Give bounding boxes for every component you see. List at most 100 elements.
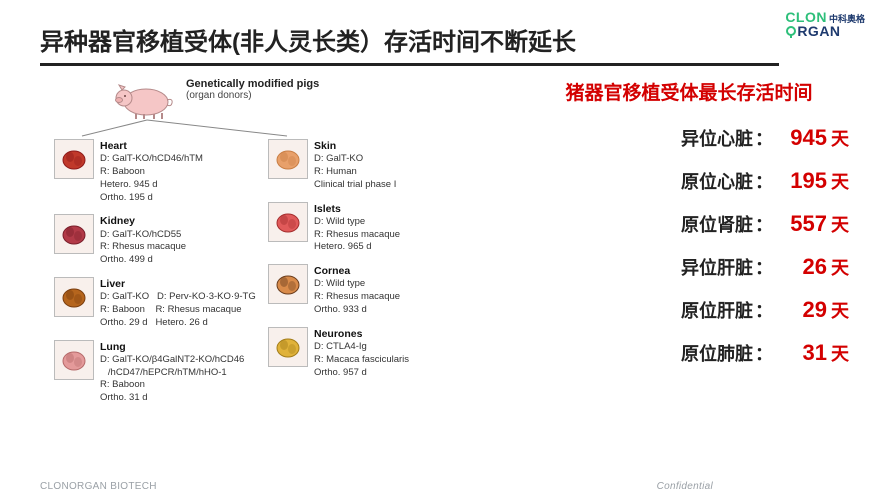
stat-label: 原位肺脏 xyxy=(681,340,753,366)
organ-detail-line: Ortho. 29 d Hetero. 26 d xyxy=(100,317,256,330)
stat-label: 原位肝脏 xyxy=(681,297,753,323)
stat-unit: 天 xyxy=(831,168,849,194)
organ-detail-line: Ortho. 195 d xyxy=(100,192,203,205)
islets-icon xyxy=(268,202,308,242)
organ-detail-line: D: CTLA4-Ig xyxy=(314,341,409,354)
stat-label: 原位心脏 xyxy=(681,168,753,194)
stat-row: 原位肝脏：29天 xyxy=(529,297,849,323)
survival-stats-panel: 猪器官移植受体最长存活时间 异位心脏：945天原位心脏：195天原位肾脏：557… xyxy=(529,78,849,383)
logo-line2: RGAN xyxy=(797,23,840,39)
organ-meta: KidneyD: GalT-KO/hCD55R: Rhesus macaqueO… xyxy=(100,214,186,267)
organ-detail-line: R: Rhesus macaque xyxy=(314,291,400,304)
organ-name: Liver xyxy=(100,277,256,291)
organ-name: Islets xyxy=(314,202,400,216)
stats-title: 猪器官移植受体最长存活时间 xyxy=(529,78,849,105)
pig-caption-sub: (organ donors) xyxy=(186,90,319,101)
organ-cornea: CorneaD: Wild typeR: Rhesus macaqueOrtho… xyxy=(268,261,464,320)
stats-list: 异位心脏：945天原位心脏：195天原位肾脏：557天异位肝脏：26天原位肝脏：… xyxy=(529,125,849,366)
cornea-icon xyxy=(268,264,308,304)
organ-name: Lung xyxy=(100,340,244,354)
footer-company: CLONORGAN BIOTECH xyxy=(40,481,157,492)
organ-detail-line: R: Macaca fascicularis xyxy=(314,354,409,367)
organ-detail-line: R: Baboon xyxy=(100,379,244,392)
stat-unit: 天 xyxy=(831,125,849,151)
skin-icon xyxy=(268,139,308,179)
organ-detail-line: /hCD47/hEPCR/hTM/hHO-1 xyxy=(100,367,244,380)
organ-detail-line: D: GalT-KO D: Perv-KO·3-KO·9-TG xyxy=(100,291,256,304)
organ-name: Skin xyxy=(314,139,396,153)
organ-heart: HeartD: GalT-KO/hCD46/hTMR: BaboonHetero… xyxy=(54,136,250,207)
organ-detail-line: R: Baboon xyxy=(100,166,203,179)
organ-neurones: NeuronesD: CTLA4-IgR: Macaca fasciculari… xyxy=(268,324,464,383)
stat-value: 557 xyxy=(775,211,827,237)
page-title: 异种器官移植受体(非人灵长类）存活时间不断延长 xyxy=(40,22,779,66)
organ-detail-line: D: GalT-KO/hCD55 xyxy=(100,229,186,242)
liver-icon xyxy=(54,277,94,317)
stat-label: 原位肾脏 xyxy=(681,211,753,237)
stat-value: 195 xyxy=(775,168,827,194)
stat-label: 异位肝脏 xyxy=(681,254,753,280)
organ-detail-line: Ortho. 31 d xyxy=(100,392,244,405)
organ-name: Neurones xyxy=(314,327,409,341)
organ-detail-line: D: Wild type xyxy=(314,278,400,291)
footer-confidential: Confidential xyxy=(657,481,713,492)
stat-row: 原位肾脏：557天 xyxy=(529,211,849,237)
organ-detail-line: Ortho. 933 d xyxy=(314,304,400,317)
organ-detail-line: Ortho. 957 d xyxy=(314,367,409,380)
stat-colon: ： xyxy=(755,254,773,280)
organ-meta: SkinD: GalT-KOR: HumanClinical trial pha… xyxy=(314,139,396,192)
stat-row: 异位心脏：945天 xyxy=(529,125,849,151)
neurones-icon xyxy=(268,327,308,367)
organ-lung: LungD: GalT-KO/β4GalNT2-KO/hCD46 /hCD47/… xyxy=(54,337,250,408)
organ-detail-line: Ortho. 499 d xyxy=(100,254,186,267)
organ-detail-line: D: GalT-KO/hCD46/hTM xyxy=(100,153,203,166)
organ-name: Heart xyxy=(100,139,203,153)
stat-value: 31 xyxy=(775,340,827,366)
brand-logo: CLON中科奥格 RGAN xyxy=(785,10,865,38)
stat-value: 29 xyxy=(775,297,827,323)
organ-meta: CorneaD: Wild typeR: Rhesus macaqueOrtho… xyxy=(314,264,400,317)
stat-colon: ： xyxy=(755,211,773,237)
heart-icon xyxy=(54,139,94,179)
organ-skin: SkinD: GalT-KOR: HumanClinical trial pha… xyxy=(268,136,464,195)
stat-row: 原位肺脏：31天 xyxy=(529,340,849,366)
organ-detail-line: Hetero. 965 d xyxy=(314,241,400,254)
organ-column-right: SkinD: GalT-KOR: HumanClinical trial pha… xyxy=(268,136,464,408)
pig-caption-en: Genetically modified pigs xyxy=(186,78,319,90)
stat-unit: 天 xyxy=(831,254,849,280)
organ-detail-line: R: Human xyxy=(314,166,396,179)
organ-detail-line: R: Rhesus macaque xyxy=(100,241,186,254)
stat-colon: ： xyxy=(755,125,773,151)
stat-value: 945 xyxy=(775,125,827,151)
stat-row: 异位肝脏：26天 xyxy=(529,254,849,280)
organ-detail-line: D: GalT-KO xyxy=(314,153,396,166)
footer: CLONORGAN BIOTECH Confidential xyxy=(0,481,883,492)
organ-meta: LungD: GalT-KO/β4GalNT2-KO/hCD46 /hCD47/… xyxy=(100,340,244,405)
organ-liver: LiverD: GalT-KO D: Perv-KO·3-KO·9-TGR: B… xyxy=(54,274,250,333)
organ-detail-line: R: Rhesus macaque xyxy=(314,229,400,242)
organ-meta: LiverD: GalT-KO D: Perv-KO·3-KO·9-TGR: B… xyxy=(100,277,256,330)
organ-detail-line: Hetero. 945 d xyxy=(100,179,203,192)
organ-islets: IsletsD: Wild typeR: Rhesus macaqueHeter… xyxy=(268,199,464,258)
stat-colon: ： xyxy=(755,168,773,194)
stat-label: 异位心脏 xyxy=(681,125,753,151)
organ-kidney: KidneyD: GalT-KO/hCD55R: Rhesus macaqueO… xyxy=(54,211,250,270)
organ-column-left: HeartD: GalT-KO/hCD46/hTMR: BaboonHetero… xyxy=(54,136,250,408)
stat-unit: 天 xyxy=(831,297,849,323)
organ-detail-line: D: Wild type xyxy=(314,216,400,229)
lung-icon xyxy=(54,340,94,380)
logo-o-icon xyxy=(785,26,797,38)
title-bar: 异种器官移植受体(非人灵长类）存活时间不断延长 xyxy=(0,0,883,78)
organ-name: Cornea xyxy=(314,264,400,278)
stat-colon: ： xyxy=(755,340,773,366)
stat-value: 26 xyxy=(775,254,827,280)
stat-row: 原位心脏：195天 xyxy=(529,168,849,194)
organ-detail-line: R: Baboon R: Rhesus macaque xyxy=(100,304,256,317)
stat-colon: ： xyxy=(755,297,773,323)
organ-detail-line: D: GalT-KO/β4GalNT2-KO/hCD46 xyxy=(100,354,244,367)
kidney-icon xyxy=(54,214,94,254)
organ-meta: HeartD: GalT-KO/hCD46/hTMR: BaboonHetero… xyxy=(100,139,203,204)
stat-unit: 天 xyxy=(831,211,849,237)
organ-meta: NeuronesD: CTLA4-IgR: Macaca fasciculari… xyxy=(314,327,409,380)
stat-unit: 天 xyxy=(831,340,849,366)
